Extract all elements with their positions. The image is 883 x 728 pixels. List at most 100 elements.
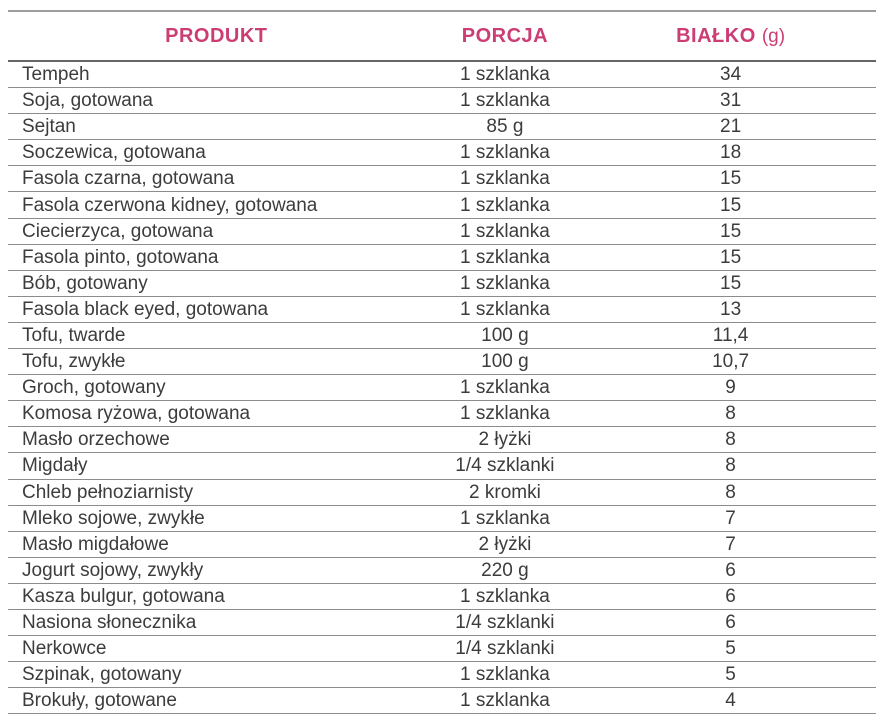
column-header-bialko: BIAŁKO (g) <box>585 25 876 48</box>
table-row: Kasza bulgur, gotowana 1 szklanka 6 <box>8 584 876 610</box>
table-row: Masło migdałowe 2 łyżki 7 <box>8 532 876 558</box>
table-row: Bób, gotowany 1 szklanka 15 <box>8 271 876 297</box>
cell-produkt: Bób, gotowany <box>22 273 148 293</box>
cell-produkt: Fasola czerwona kidney, gotowana <box>22 195 318 215</box>
cell-bialko: 6 <box>725 586 736 606</box>
cell-bialko: 18 <box>720 143 742 163</box>
cell-bialko: 5 <box>725 665 736 685</box>
cell-bialko: 5 <box>725 639 736 659</box>
table-row: Tofu, twarde 100 g 11,4 <box>8 323 876 350</box>
cell-bialko: 15 <box>720 273 742 293</box>
column-header-bialko-unit: (g) <box>761 25 786 47</box>
table-row: Sejtan 85 g 21 <box>8 114 876 141</box>
column-header-porcja: PORCJA <box>461 24 549 47</box>
table-row: Chleb pełnoziarnisty 2 kromki 8 <box>8 480 876 506</box>
cell-porcja: 1 szklanka <box>460 143 550 163</box>
cell-produkt: Nerkowce <box>22 639 107 659</box>
cell-bialko: 15 <box>720 195 742 215</box>
cell-produkt: Kasza bulgur, gotowana <box>22 586 225 606</box>
cell-bialko: 4 <box>725 691 736 711</box>
cell-produkt: Ciecierzyca, gotowana <box>22 221 214 241</box>
cell-bialko: 7 <box>725 508 736 528</box>
cell-porcja: 1 szklanka <box>460 691 550 711</box>
cell-bialko: 31 <box>720 91 742 111</box>
table-header-row: PRODUKT PORCJA BIAŁKO (g) <box>8 12 876 62</box>
cell-porcja: 1 szklanka <box>460 247 550 267</box>
cell-produkt: Jogurt sojowy, zwykły <box>22 560 204 580</box>
cell-produkt: Masło orzechowe <box>22 430 170 450</box>
column-header-produkt: PRODUKT <box>165 24 268 47</box>
column-header-bialko-label: BIAŁKO <box>676 24 756 47</box>
cell-produkt: Fasola pinto, gotowana <box>22 247 219 267</box>
cell-produkt: Brokuły, gotowane <box>22 691 177 711</box>
cell-porcja: 2 kromki <box>469 482 541 502</box>
cell-bialko: 15 <box>720 247 742 267</box>
table-row: Fasola pinto, gotowana 1 szklanka 15 <box>8 245 876 271</box>
cell-produkt: Sejtan <box>22 117 76 137</box>
cell-produkt: Soja, gotowana <box>22 91 153 111</box>
cell-bialko: 21 <box>720 117 742 137</box>
cell-porcja: 1 szklanka <box>460 508 550 528</box>
cell-porcja: 1 szklanka <box>460 91 550 111</box>
cell-produkt: Mleko sojowe, zwykłe <box>22 508 205 528</box>
cell-porcja: 220 g <box>481 560 529 580</box>
cell-porcja: 1 szklanka <box>460 378 550 398</box>
cell-porcja: 2 łyżki <box>478 534 532 554</box>
table-body: Tempeh 1 szklanka 34 Soja, gotowana 1 sz… <box>8 62 876 715</box>
table-row: Masło orzechowe 2 łyżki 8 <box>8 427 876 454</box>
table-row: Fasola czarna, gotowana 1 szklanka 15 <box>8 166 876 193</box>
cell-bialko: 34 <box>720 65 742 85</box>
cell-porcja: 1 szklanka <box>460 299 550 319</box>
cell-bialko: 11,4 <box>712 325 749 345</box>
table-row: Groch, gotowany 1 szklanka 9 <box>8 375 876 402</box>
table-row: Fasola black eyed, gotowana 1 szklanka 1… <box>8 297 876 323</box>
cell-bialko: 8 <box>725 404 736 424</box>
table-row: Mleko sojowe, zwykłe 1 szklanka 7 <box>8 506 876 532</box>
cell-produkt: Szpinak, gotowany <box>22 665 182 685</box>
cell-produkt: Groch, gotowany <box>22 378 166 398</box>
table-row: Jogurt sojowy, zwykły 220 g 6 <box>8 558 876 584</box>
cell-porcja: 1/4 szklanki <box>455 456 555 476</box>
cell-porcja: 2 łyżki <box>478 430 532 450</box>
table-row: Nasiona słonecznika 1/4 szklanki 6 <box>8 610 876 637</box>
table-row: Szpinak, gotowany 1 szklanka 5 <box>8 662 876 689</box>
table-row: Tempeh 1 szklanka 34 <box>8 62 876 89</box>
cell-porcja: 1 szklanka <box>460 65 550 85</box>
cell-bialko: 6 <box>725 560 736 580</box>
table-row: Komosa ryżowa, gotowana 1 szklanka 8 <box>8 401 876 428</box>
cell-porcja: 1 szklanka <box>460 221 550 241</box>
cell-porcja: 85 g <box>486 117 524 137</box>
table-row: Tofu, zwykłe 100 g 10,7 <box>8 349 876 376</box>
cell-bialko: 15 <box>720 169 742 189</box>
cell-porcja: 100 g <box>481 325 529 345</box>
cell-porcja: 1/4 szklanki <box>455 639 555 659</box>
table-row: Soczewica, gotowana 1 szklanka 18 <box>8 140 876 167</box>
cell-produkt: Soczewica, gotowana <box>22 143 206 163</box>
cell-porcja: 1 szklanka <box>460 195 550 215</box>
cell-produkt: Chleb pełnoziarnisty <box>22 482 194 502</box>
cell-produkt: Masło migdałowe <box>22 534 169 554</box>
cell-bialko: 8 <box>725 430 736 450</box>
cell-produkt: Nasiona słonecznika <box>22 613 197 633</box>
cell-porcja: 1 szklanka <box>460 404 550 424</box>
cell-produkt: Fasola czarna, gotowana <box>22 169 235 189</box>
cell-bialko: 9 <box>725 378 736 398</box>
cell-porcja: 1 szklanka <box>460 273 550 293</box>
protein-content-table: PRODUKT PORCJA BIAŁKO (g) Tempeh 1 szkla… <box>8 10 876 715</box>
cell-produkt: Tempeh <box>22 65 90 85</box>
cell-bialko: 10,7 <box>712 352 750 372</box>
cell-bialko: 15 <box>720 221 742 241</box>
table-row: Migdały 1/4 szklanki 8 <box>8 453 876 480</box>
cell-porcja: 1 szklanka <box>460 665 550 685</box>
table-row: Nerkowce 1/4 szklanki 5 <box>8 636 876 663</box>
cell-produkt: Komosa ryżowa, gotowana <box>22 404 251 424</box>
cell-produkt: Migdały <box>22 456 88 476</box>
cell-porcja: 100 g <box>481 352 529 372</box>
table-row: Soja, gotowana 1 szklanka 31 <box>8 88 876 115</box>
cell-produkt: Fasola black eyed, gotowana <box>22 299 269 319</box>
table-row: Brokuły, gotowane 1 szklanka 4 <box>8 688 876 715</box>
cell-bialko: 8 <box>725 456 736 476</box>
table-row: Ciecierzyca, gotowana 1 szklanka 15 <box>8 219 876 245</box>
cell-produkt: Tofu, zwykłe <box>22 352 126 372</box>
cell-produkt: Tofu, twarde <box>22 325 126 345</box>
